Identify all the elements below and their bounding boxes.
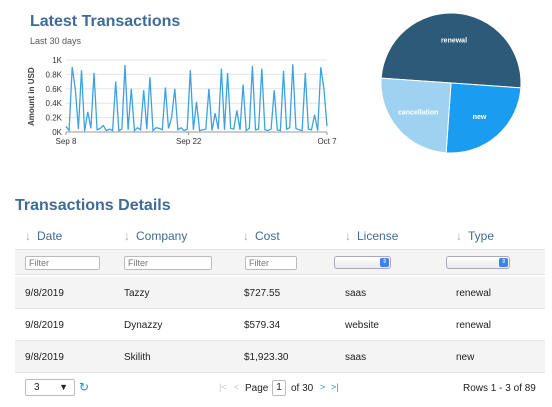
transactions-details-title: Transactions Details — [15, 197, 171, 214]
latest-transactions-title: Latest Transactions — [30, 13, 181, 30]
chart-y-ticks: 0K 0.2K 0.4K 0.6K 0.8K 1K — [46, 56, 63, 137]
cell-type: renewal — [456, 288, 492, 299]
header-date[interactable]: ↓ Date — [25, 229, 63, 243]
x-tick-label: Sep 8 — [56, 137, 77, 146]
cell-date: 9/8/2019 — [25, 320, 64, 331]
rows-count-label: Rows 1 - 3 of 89 — [463, 383, 536, 394]
y-tick-label: 0.4K — [46, 99, 63, 108]
filter-row: ⇕ ⇕ — [15, 249, 545, 275]
chart-x-ticks: Sep 8 Sep 22 Oct 7 — [56, 132, 337, 146]
license-filter-select[interactable]: ⇕ — [334, 256, 391, 269]
type-filter-select[interactable]: ⇕ — [446, 256, 510, 269]
cell-date: 9/8/2019 — [25, 352, 64, 363]
table-header-row: ↓ Date ↓ Company ↓ Cost ↓ License ↓ Type — [15, 222, 545, 250]
prev-page-icon[interactable]: < — [234, 382, 240, 392]
cell-company: Dynazzy — [124, 320, 163, 331]
select-arrows-icon: ⇕ — [380, 258, 389, 267]
date-filter-input[interactable] — [25, 256, 100, 270]
arrow-down-icon[interactable]: ↓ — [456, 229, 462, 243]
pie-slice-cancellation[interactable] — [380, 77, 452, 154]
page-number-input[interactable]: 1 — [272, 380, 286, 396]
page-label: Page — [245, 383, 269, 394]
pie-label-renewal: renewal — [441, 38, 467, 45]
pie-slice-renewal[interactable] — [380, 12, 522, 89]
cell-company: Skilith — [124, 352, 151, 363]
caret-down-icon: ▼ — [59, 382, 68, 392]
pagination-bar: 3 ▼ ↻ |< < Page 1 of 30 > >| Rows 1 - 3 … — [0, 376, 552, 404]
refresh-icon[interactable]: ↻ — [79, 380, 90, 394]
table-row[interactable]: 9/8/2019 Skilith $1,923.30 saas new — [15, 341, 545, 373]
header-license[interactable]: ↓ License — [345, 229, 399, 243]
y-axis-label: Amount in USD — [27, 67, 36, 126]
company-filter-input[interactable] — [124, 256, 212, 270]
header-company[interactable]: ↓ Company — [124, 229, 188, 243]
cell-license: saas — [345, 352, 367, 363]
cell-cost: $1,923.30 — [244, 352, 289, 363]
cell-company: Tazzy — [124, 288, 150, 299]
y-tick-label: 1K — [52, 56, 62, 65]
chart-gridlines — [66, 59, 327, 133]
y-tick-label: 0.2K — [46, 114, 63, 123]
transactions-line-chart: Amount in USD 0K 0.2K 0.4K 0.6K 0.8K 1K Sep 8… — [27, 56, 337, 146]
pie-label-cancellation: cancellation — [398, 110, 438, 117]
cost-filter-input[interactable] — [245, 256, 297, 270]
arrow-down-icon[interactable]: ↓ — [124, 229, 130, 243]
cell-cost: $579.34 — [244, 320, 281, 331]
cell-type: renewal — [456, 320, 492, 331]
page-total-label: of 30 — [291, 383, 314, 394]
header-type[interactable]: ↓ Type — [456, 229, 495, 243]
rows-per-page-select[interactable]: 3 ▼ — [25, 379, 75, 396]
latest-transactions-subtitle: Last 30 days — [30, 36, 82, 46]
arrow-down-icon[interactable]: ↓ — [345, 229, 351, 243]
y-tick-label: 0.8K — [46, 70, 63, 79]
cell-license: saas — [345, 288, 367, 299]
table-row[interactable]: 9/8/2019 Dynazzy $579.34 website renewal — [15, 309, 545, 341]
x-tick-label: Oct 7 — [317, 137, 337, 146]
y-tick-label: 0K — [52, 128, 62, 137]
y-tick-label: 0.6K — [46, 85, 63, 94]
cell-date: 9/8/2019 — [25, 288, 64, 299]
next-page-icon[interactable]: > — [320, 382, 326, 392]
pie-label-new: new — [473, 114, 487, 121]
table-row[interactable]: 9/8/2019 Tazzy $727.55 saas renewal — [15, 277, 545, 309]
header-cost[interactable]: ↓ Cost — [243, 229, 280, 243]
cell-type: new — [456, 352, 475, 363]
transactions-series-line — [65, 64, 328, 133]
last-page-icon[interactable]: >| — [331, 382, 339, 392]
select-arrows-icon: ⇕ — [499, 258, 508, 267]
x-tick-label: Sep 22 — [176, 137, 202, 146]
first-page-icon[interactable]: |< — [219, 382, 227, 392]
pie-slice-new[interactable] — [445, 82, 522, 154]
arrow-down-icon[interactable]: ↓ — [243, 229, 249, 243]
arrow-down-icon[interactable]: ↓ — [25, 229, 31, 243]
cell-license: website — [345, 320, 379, 331]
transactions-pie-chart: renewal new cancellation — [380, 12, 522, 154]
cell-cost: $727.55 — [244, 288, 281, 299]
